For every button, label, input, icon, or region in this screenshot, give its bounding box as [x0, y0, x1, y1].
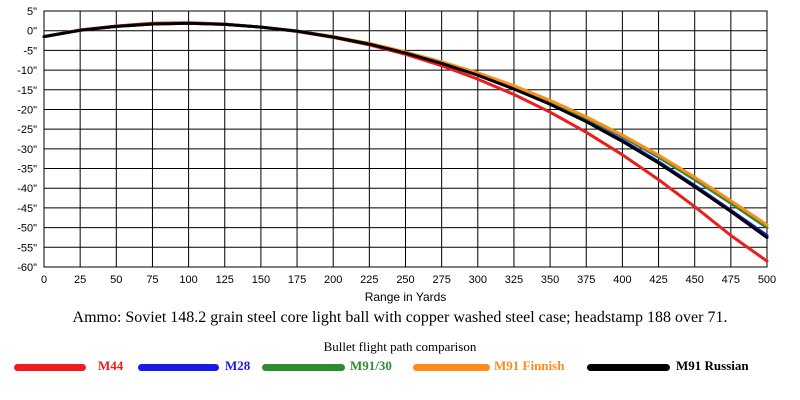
plot-area — [43, 10, 768, 268]
x-tick-label: 125 — [216, 274, 234, 286]
y-tick-label: -60" — [17, 262, 37, 274]
x-tick-label: 100 — [179, 274, 197, 286]
legend-label: M91 Finnish — [494, 358, 565, 373]
y-tick-label: -20" — [17, 104, 37, 116]
x-tick-label: 375 — [577, 274, 595, 286]
y-tick-label: 0" — [27, 26, 37, 38]
chart-subtitle: Bullet flight path comparison — [323, 339, 477, 354]
x-tick-label: 425 — [649, 274, 667, 286]
y-tick-label: -30" — [17, 144, 37, 156]
x-tick-label: 150 — [252, 274, 270, 286]
x-tick-label: 75 — [146, 274, 158, 286]
legend-label: M28 — [225, 358, 251, 373]
x-tick-label: 50 — [110, 274, 122, 286]
y-tick-label: -10" — [17, 65, 37, 77]
x-tick-label: 250 — [396, 274, 414, 286]
y-tick-label: -40" — [17, 183, 37, 195]
legend-swatch — [413, 364, 490, 371]
legend-label: M91/30 — [350, 358, 392, 373]
legend-swatch — [587, 364, 670, 371]
legend-label: M44 — [98, 358, 124, 373]
x-tick-label: 350 — [541, 274, 559, 286]
y-tick-label: -45" — [17, 203, 37, 215]
x-tick-label: 275 — [432, 274, 450, 286]
chart-legend: M44 M28 M91/30 M91 Finnish M91 Russian — [0, 356, 800, 380]
chart-title: Ammo: Soviet 148.2 grain steel core ligh… — [72, 309, 728, 326]
x-tick-label: 450 — [686, 274, 704, 286]
x-axis-label: Range in Yards — [365, 290, 447, 304]
x-tick-label: 300 — [469, 274, 487, 286]
x-tick-label: 175 — [288, 274, 306, 286]
y-tick-label: -35" — [17, 164, 37, 176]
x-tick-label: 325 — [505, 274, 523, 286]
y-tick-label: -5" — [23, 45, 37, 57]
legend-swatch — [262, 364, 345, 371]
bullet-path-chart: 5" 0" -5" -10" -15" -20" -25" -30" -35" -40" -45" -… — [17, 6, 776, 304]
x-tick-label: 200 — [324, 274, 342, 286]
legend-swatch — [14, 364, 86, 371]
x-tick-label: 400 — [613, 274, 631, 286]
y-tick-label: -50" — [17, 223, 37, 235]
y-tick-label: -15" — [17, 85, 37, 97]
y-tick-label: -25" — [17, 124, 37, 136]
x-tick-label: 475 — [722, 274, 740, 286]
y-tick-label: 5" — [27, 6, 37, 18]
x-tick-label: 500 — [758, 274, 776, 286]
legend-label: M91 Russian — [676, 358, 749, 373]
series-line-5 — [42, 21, 769, 239]
x-tick-label: 0 — [41, 274, 47, 286]
y-tick-label: -55" — [17, 242, 37, 254]
x-tick-label: 25 — [74, 274, 86, 286]
x-tick-label: 225 — [360, 274, 378, 286]
legend-swatch — [138, 364, 219, 371]
